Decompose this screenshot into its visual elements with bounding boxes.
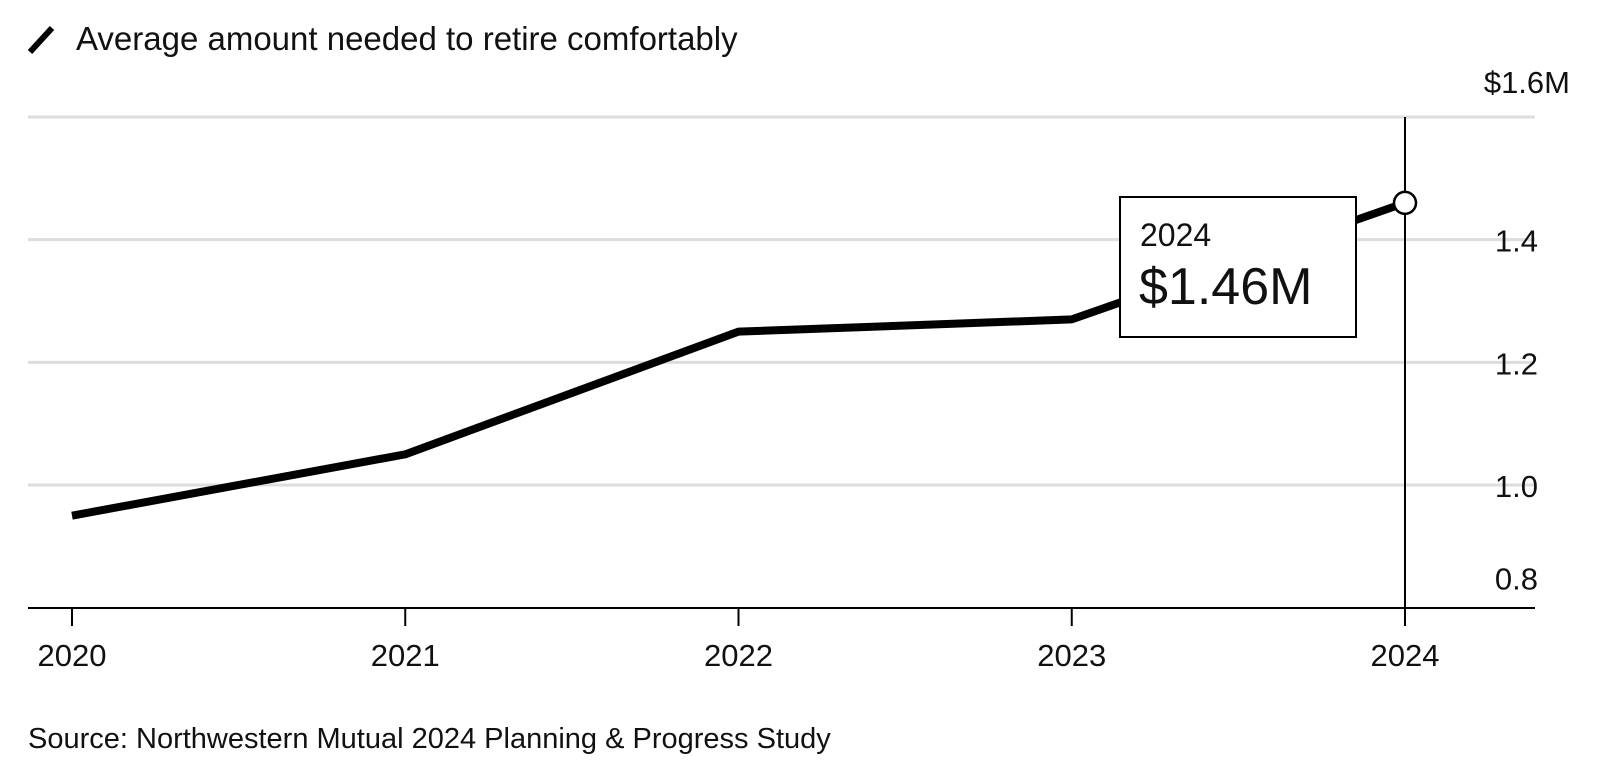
x-axis: 2020 2021 2022 2023 2024: [28, 607, 1535, 673]
callout: 2024 $1.46M: [1119, 196, 1357, 338]
highlight-point: [1392, 190, 1418, 216]
legend-label: Average amount needed to retire comforta…: [76, 20, 738, 57]
x-tick-label: 2020: [38, 638, 107, 673]
callout-box: [1119, 196, 1357, 338]
y-tick-label: 1.4: [1495, 224, 1538, 259]
y-axis-ticks: $1.6M 1.4 1.2 1.0 0.8: [1484, 65, 1570, 597]
x-tick-label: 2024: [1371, 638, 1440, 673]
y-tick-label: 1.0: [1495, 469, 1538, 504]
legend-line-swatch: [27, 25, 55, 55]
callout-value: $1.46M: [1139, 258, 1312, 316]
x-tick-label: 2021: [371, 638, 440, 673]
x-tick-label: 2023: [1037, 638, 1106, 673]
callout-year: 2024: [1140, 217, 1211, 253]
x-tick-label: 2022: [704, 638, 773, 673]
y-tick-label: 0.8: [1495, 562, 1538, 597]
source-note: Source: Northwestern Mutual 2024 Plannin…: [28, 723, 831, 755]
y-tick-label: 1.2: [1495, 346, 1538, 381]
data-points: [1392, 190, 1418, 216]
y-tick-label: $1.6M: [1484, 65, 1570, 100]
